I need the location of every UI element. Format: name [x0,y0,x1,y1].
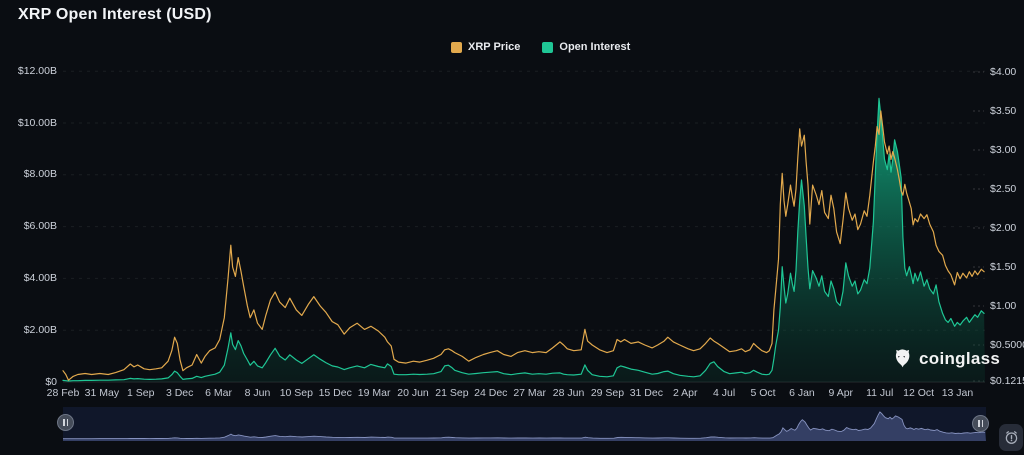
x-axis-label: 8 Jun [244,387,271,399]
x-axis-label: 20 Jun [397,387,429,399]
navigator-minimap-svg [63,411,986,441]
navigator-left-handle[interactable] [57,414,74,431]
legend-item-xrp-price[interactable]: XRP Price [451,41,520,53]
x-axis-label: 24 Dec [474,387,508,399]
legend-label-open-interest: Open Interest [559,41,631,53]
y-axis-label-right: $1.50 [990,260,1017,273]
x-axis-label: 1 Sep [127,387,155,399]
x-axis-label: 4 Jul [713,387,736,399]
legend-label-xrp-price: XRP Price [468,41,521,53]
x-axis-label: 13 Jan [941,387,974,399]
x-axis-label: 2 Apr [672,387,698,399]
x-axis-label: 27 Mar [513,387,547,399]
x-axis-label: 29 Sep [590,387,625,399]
navigator-right-handle[interactable] [972,415,989,432]
legend: XRP Price Open Interest [451,41,630,53]
y-axis-label-left: $2.00B [23,323,57,336]
y-axis-label-right: $0.5000 [990,338,1024,351]
page-title: XRP Open Interest (USD) [18,6,212,23]
x-axis-label: 11 Jul [866,387,894,399]
y-axis-label-left: $10.00B [17,116,57,129]
open-interest-swatch-icon [542,41,554,53]
y-axis-label-right: $2.00 [990,221,1017,234]
x-axis-label: 19 Mar [357,387,391,399]
x-axis-label: 21 Sep [435,387,469,399]
x-axis-label: 5 Oct [750,387,776,399]
x-axis-label: 15 Dec [318,387,352,399]
legend-item-open-interest[interactable]: Open Interest [542,41,630,53]
x-axis-label: 31 Dec [629,387,663,399]
y-axis-label-right: $4.00 [990,65,1017,78]
coinglass-watermark-text: coinglass [919,348,1001,368]
alert-clock-icon [1005,431,1017,444]
x-axis-label: 9 Apr [828,387,854,399]
x-axis-label: 31 May [84,387,120,399]
x-axis-label: 3 Dec [165,387,194,399]
y-axis-label-right: $0.1215 [990,374,1024,387]
y-axis-label-left: $0 [45,375,57,388]
x-axis-label: 6 Mar [205,387,232,399]
x-axis-label: 10 Sep [279,387,313,399]
coinglass-watermark: coinglass [891,348,1000,369]
y-axis-label-left: $6.00B [23,220,57,233]
y-axis-label-left: $8.00B [23,168,57,181]
x-axis-label: 12 Oct [903,387,935,399]
y-axis-label-right: $3.50 [990,104,1017,117]
y-axis-label-right: $2.50 [990,182,1017,195]
x-axis-label: 28 Feb [46,387,80,399]
y-axis-label-right: $1.00 [990,299,1017,312]
x-axis-label: 6 Jan [789,387,815,399]
alert-button[interactable] [999,424,1023,451]
range-navigator[interactable] [63,407,986,441]
x-axis-label: 28 Jun [552,387,585,399]
coinglass-logo-icon [895,349,910,368]
y-axis-label-right: $3.00 [990,143,1017,156]
xrp-price-swatch-icon [451,41,462,53]
y-axis-label-left: $4.00B [23,271,57,284]
y-axis-label-left: $12.00B [17,64,57,77]
